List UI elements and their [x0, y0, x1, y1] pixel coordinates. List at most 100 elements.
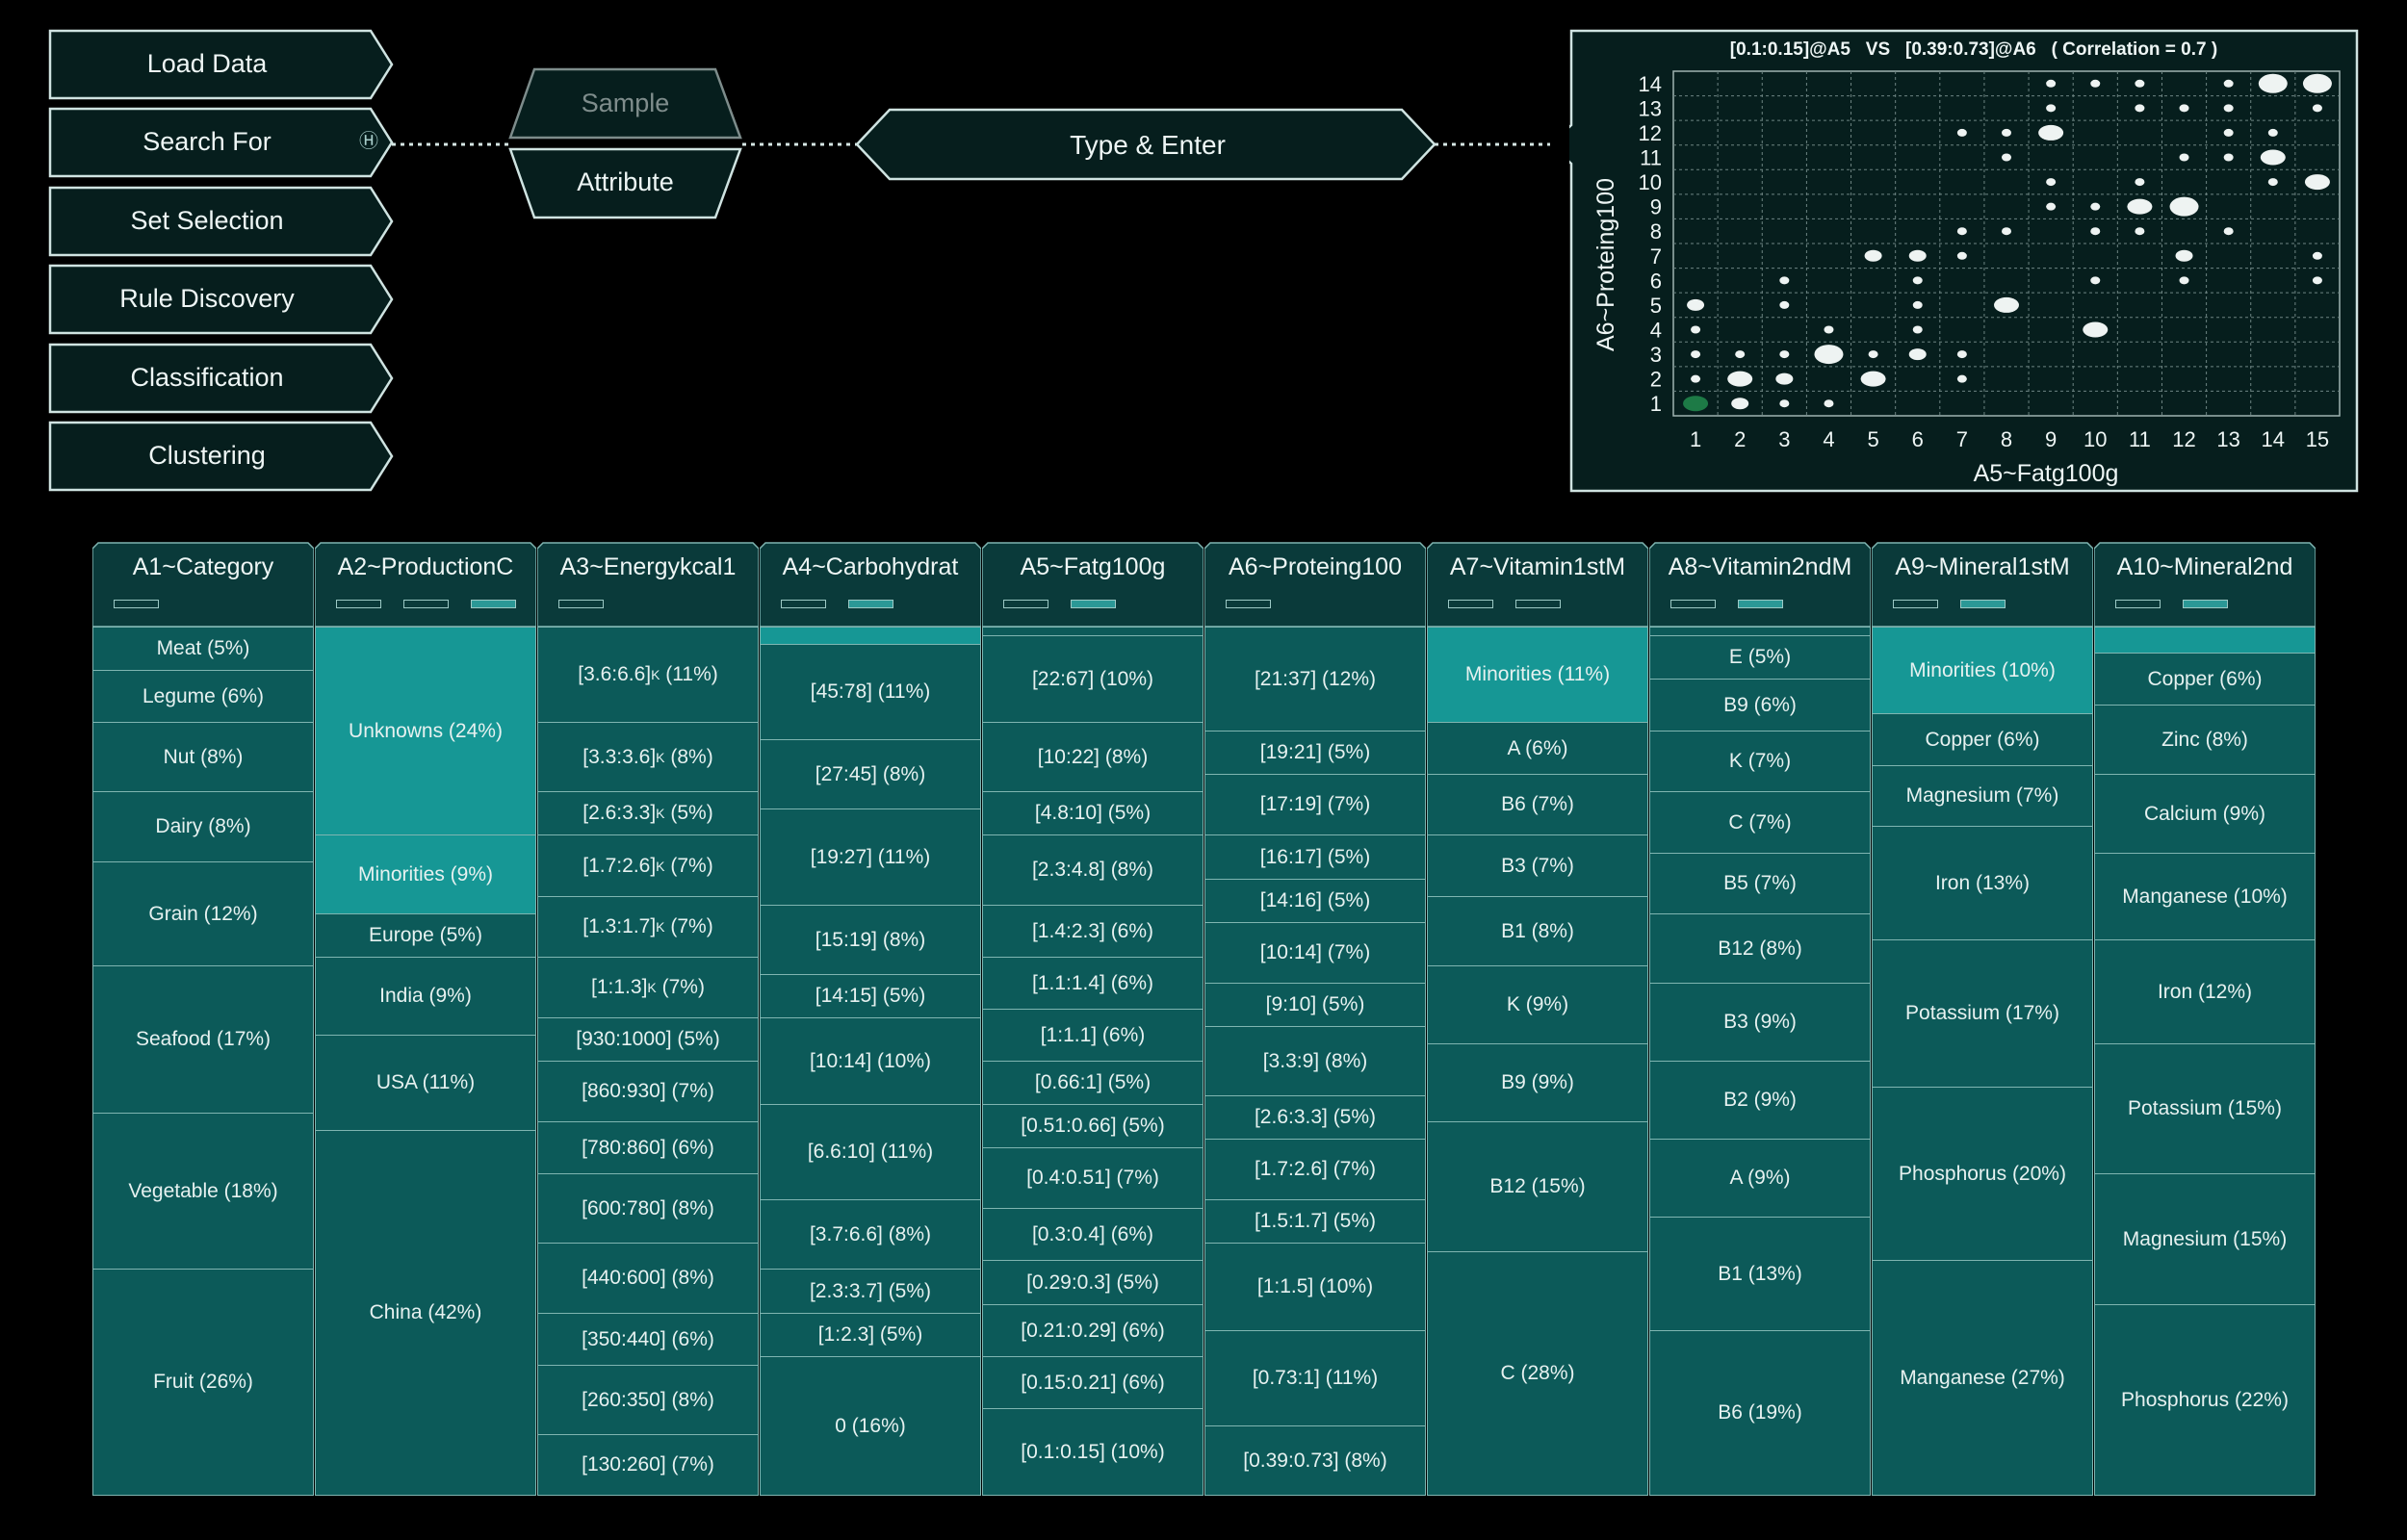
category-cell[interactable]: B6 (7%) [1427, 774, 1648, 835]
category-cell[interactable]: [1.3:1.7] K (7%) [537, 896, 759, 958]
category-cell[interactable]: [3.3:3.6] K (8%) [537, 722, 759, 792]
category-cell[interactable]: 0 (16%) [760, 1356, 981, 1496]
category-cell[interactable]: Grain (12%) [92, 861, 314, 966]
data-point[interactable] [1956, 350, 1967, 359]
menu-rule-discovery-button[interactable]: Rule Discovery [48, 264, 394, 335]
column-indicator[interactable] [1226, 600, 1271, 608]
data-point[interactable] [2312, 276, 2322, 285]
data-point[interactable] [2169, 196, 2199, 217]
column-indicator[interactable] [2115, 600, 2161, 608]
category-cell[interactable]: B12 (15%) [1427, 1121, 1648, 1252]
data-point[interactable] [1864, 249, 1882, 262]
category-cell[interactable]: [1:2.3] (5%) [760, 1313, 981, 1357]
data-point[interactable] [1779, 399, 1790, 408]
column-header[interactable]: A5~Fatg100g [982, 542, 1204, 627]
category-cell[interactable]: Phosphorus (20%) [1872, 1087, 2093, 1261]
category-cell[interactable]: [350:440] (6%) [537, 1313, 759, 1366]
data-point[interactable] [1956, 251, 1967, 260]
category-cell[interactable]: K (7%) [1649, 731, 1871, 792]
data-point[interactable] [2179, 276, 2189, 285]
category-cell[interactable]: C (28%) [1427, 1251, 1648, 1496]
category-cell[interactable]: Manganese (27%) [1872, 1260, 2093, 1496]
category-cell[interactable]: India (9%) [315, 957, 536, 1036]
selected-data-point[interactable] [1683, 396, 1709, 412]
column-indicator[interactable] [1893, 600, 1938, 608]
category-cell[interactable]: Minorities (10%) [1872, 627, 2093, 714]
data-point[interactable] [2090, 79, 2101, 88]
data-point[interactable] [1691, 374, 1701, 383]
attribute-mode-button[interactable]: Attribute [577, 167, 674, 196]
column-header[interactable]: A1~Category [92, 542, 314, 627]
column-header[interactable]: A9~Mineral1stM [1872, 542, 2093, 627]
data-point[interactable] [2223, 104, 2234, 113]
column-indicator[interactable] [781, 600, 826, 608]
data-point[interactable] [1779, 300, 1790, 309]
column-indicator[interactable] [1003, 600, 1048, 608]
category-cell[interactable]: [2.6:3.3] (5%) [1204, 1095, 1426, 1140]
category-cell[interactable]: Fruit (26%) [92, 1269, 314, 1496]
data-point[interactable] [1908, 348, 1927, 361]
data-point[interactable] [2258, 73, 2288, 93]
category-cell[interactable]: B1 (8%) [1427, 896, 1648, 966]
category-cell[interactable]: C (7%) [1649, 791, 1871, 854]
column-indicator[interactable] [114, 600, 159, 608]
data-point[interactable] [2223, 153, 2234, 162]
data-point[interactable] [2090, 227, 2101, 236]
category-cell[interactable]: Potassium (17%) [1872, 939, 2093, 1088]
data-point[interactable] [1779, 350, 1790, 359]
data-point[interactable] [2135, 104, 2145, 113]
category-cell[interactable]: [0.66:1] (5%) [982, 1061, 1204, 1105]
data-point[interactable] [1956, 374, 1967, 383]
data-point[interactable] [1868, 350, 1878, 359]
category-cell[interactable]: [860:930] (7%) [537, 1061, 759, 1122]
data-point[interactable] [1775, 372, 1794, 385]
data-point[interactable] [2175, 249, 2193, 262]
menu-classification-button[interactable]: Classification [48, 343, 394, 414]
data-point[interactable] [2135, 178, 2145, 187]
data-point[interactable] [2083, 321, 2109, 338]
category-cell[interactable]: Magnesium (7%) [1872, 765, 2093, 827]
data-point[interactable] [2312, 251, 2322, 260]
data-point[interactable] [2304, 174, 2330, 191]
category-cell[interactable]: [10:14] (10%) [760, 1017, 981, 1105]
category-cell[interactable]: [2.3:3.7] (5%) [760, 1269, 981, 1314]
category-cell[interactable] [760, 627, 981, 645]
data-point[interactable] [1731, 398, 1749, 410]
category-cell[interactable]: [0.1:0.15] (10%) [982, 1408, 1204, 1496]
category-cell[interactable]: Zinc (8%) [2094, 705, 2316, 775]
category-cell[interactable]: [0.29:0.3] (5%) [982, 1260, 1204, 1305]
category-cell[interactable]: A (6%) [1427, 722, 1648, 775]
category-cell[interactable]: [9:10] (5%) [1204, 983, 1426, 1027]
category-cell[interactable]: [0.39:0.73] (8%) [1204, 1425, 1426, 1496]
category-cell[interactable]: [1:1.3] K (7%) [537, 957, 759, 1018]
data-point[interactable] [2002, 128, 2011, 137]
category-cell[interactable]: [780:860] (6%) [537, 1121, 759, 1174]
category-cell[interactable]: [260:350] (8%) [537, 1365, 759, 1435]
category-cell[interactable]: [130:260] (7%) [537, 1434, 759, 1496]
help-icon[interactable]: Ⓗ [359, 131, 378, 152]
category-cell[interactable]: [6.6:10] (11%) [760, 1104, 981, 1200]
category-cell[interactable]: [1.5:1.7] (5%) [1204, 1199, 1426, 1244]
column-indicator[interactable] [336, 600, 381, 608]
data-point[interactable] [1824, 325, 1834, 334]
category-cell[interactable]: Copper (6%) [1872, 713, 2093, 766]
category-cell[interactable]: Minorities (9%) [315, 834, 536, 914]
category-cell[interactable]: [0.73:1] (11%) [1204, 1330, 1426, 1426]
column-indicator[interactable] [1071, 600, 1116, 608]
data-point[interactable] [2038, 124, 2064, 141]
menu-clustering-button[interactable]: Clustering [48, 421, 394, 492]
category-cell[interactable]: B3 (7%) [1427, 834, 1648, 897]
column-header[interactable]: A10~Mineral2nd [2094, 542, 2316, 627]
category-cell[interactable]: Iron (12%) [2094, 939, 2316, 1044]
menu-search-for-button[interactable]: Search For Ⓗ [48, 107, 394, 178]
column-header[interactable]: A8~Vitamin2ndM [1649, 542, 1871, 627]
column-indicator[interactable] [848, 600, 893, 608]
data-point[interactable] [2135, 79, 2145, 88]
data-point[interactable] [2312, 104, 2322, 113]
category-cell[interactable]: Phosphorus (22%) [2094, 1304, 2316, 1496]
data-point[interactable] [2223, 79, 2234, 88]
data-point[interactable] [2127, 198, 2153, 215]
category-cell[interactable]: [930:1000] (5%) [537, 1017, 759, 1062]
search-input[interactable] [903, 116, 1392, 175]
data-point[interactable] [1824, 399, 1834, 408]
